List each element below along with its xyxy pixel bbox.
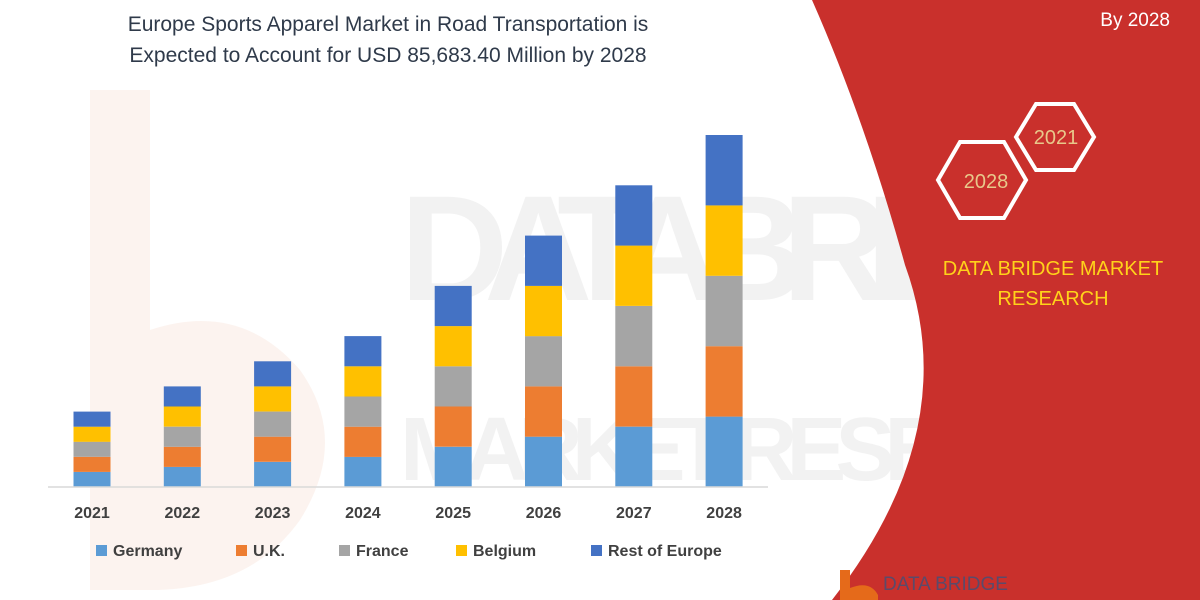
bar-2024-france bbox=[344, 396, 382, 427]
bar-2026-germany bbox=[525, 436, 562, 487]
legend-swatch bbox=[339, 545, 350, 556]
bar-2027-rest-of-europe bbox=[615, 185, 653, 246]
bar-2021-france bbox=[73, 441, 111, 457]
bar-2022-u-k- bbox=[163, 446, 201, 467]
bar-2025-belgium bbox=[434, 326, 472, 367]
legend-label: Rest of Europe bbox=[608, 543, 722, 560]
bar-2023-germany bbox=[254, 461, 292, 487]
hexagon-2028: 2028 bbox=[935, 140, 1029, 220]
legend-swatch bbox=[236, 545, 247, 556]
corner-text: By 2028 bbox=[1100, 10, 1170, 31]
legend-label: U.K. bbox=[253, 543, 285, 560]
legend-label: Germany bbox=[113, 543, 182, 560]
bar-2023-france bbox=[254, 411, 292, 437]
hexagon-2028-label: 2028 bbox=[964, 171, 1009, 193]
bar-2022-germany bbox=[163, 466, 201, 487]
bar-2028-germany bbox=[705, 416, 743, 487]
legend-swatch bbox=[591, 545, 602, 556]
x-tick-label: 2024 bbox=[345, 505, 381, 522]
company-logo: DATA BRIDGE bbox=[840, 570, 1008, 600]
legend: Germany U.K. France Belgium Rest of Europe bbox=[96, 543, 722, 560]
bar-2021-belgium bbox=[73, 426, 111, 442]
bar-2026-france bbox=[525, 336, 562, 387]
hexagon-2021-label: 2021 bbox=[1034, 127, 1079, 149]
bar-plot bbox=[73, 135, 743, 487]
x-tick-label: 2027 bbox=[616, 505, 652, 522]
bar-2027-germany bbox=[615, 426, 653, 487]
bar-2027-u-k- bbox=[615, 366, 653, 427]
bar-2026-belgium bbox=[525, 285, 562, 337]
x-tick-label: 2021 bbox=[74, 505, 110, 522]
legend-label: France bbox=[356, 543, 409, 560]
bar-2025-rest-of-europe bbox=[434, 285, 472, 327]
x-tick-label: 2026 bbox=[526, 505, 562, 522]
legend-swatch bbox=[96, 545, 107, 556]
hexagon-2021: 2021 bbox=[1013, 102, 1097, 172]
logo-text: DATA BRIDGE bbox=[883, 574, 1008, 595]
bar-2024-rest-of-europe bbox=[344, 336, 382, 367]
bar-2022-france bbox=[163, 426, 201, 447]
bar-2027-belgium bbox=[615, 245, 653, 306]
bar-2022-rest-of-europe bbox=[163, 386, 201, 407]
bar-2025-france bbox=[434, 366, 472, 407]
side-panel bbox=[812, 0, 1200, 600]
brand-line-2: RESEARCH bbox=[997, 288, 1108, 310]
bar-2028-rest-of-europe bbox=[705, 135, 743, 206]
brand-line-1: DATA BRIDGE MARKET bbox=[943, 258, 1163, 280]
bar-2028-u-k- bbox=[705, 346, 743, 417]
x-tick-label: 2025 bbox=[435, 505, 471, 522]
bar-2023-belgium bbox=[254, 386, 292, 412]
x-tick-label: 2023 bbox=[255, 505, 291, 522]
bar-2023-rest-of-europe bbox=[254, 361, 292, 387]
legend-swatch bbox=[456, 545, 467, 556]
bar-2026-rest-of-europe bbox=[525, 235, 562, 286]
x-axis-ticks: 2021 2022 2023 2024 2025 2026 2027 2028 bbox=[74, 505, 742, 522]
x-tick-label: 2028 bbox=[706, 505, 742, 522]
bar-2021-rest-of-europe bbox=[73, 411, 111, 427]
bar-2024-germany bbox=[344, 456, 382, 487]
bar-2025-germany bbox=[434, 446, 472, 487]
chart-title-line-2: Expected to Account for USD 85,683.40 Mi… bbox=[129, 44, 646, 67]
bar-2024-u-k- bbox=[344, 426, 382, 457]
bar-2024-belgium bbox=[344, 366, 382, 397]
chart-title-line-1: Europe Sports Apparel Market in Road Tra… bbox=[128, 13, 649, 36]
bar-2027-france bbox=[615, 306, 653, 367]
bar-2021-u-k- bbox=[73, 456, 111, 472]
bar-2028-belgium bbox=[705, 205, 743, 276]
bar-2025-u-k- bbox=[434, 406, 472, 447]
x-tick-label: 2022 bbox=[165, 505, 201, 522]
bar-2026-u-k- bbox=[525, 386, 562, 437]
bar-2028-france bbox=[705, 275, 743, 347]
bar-2023-u-k- bbox=[254, 436, 292, 462]
bar-2021-germany bbox=[73, 471, 111, 487]
legend-label: Belgium bbox=[473, 543, 536, 560]
bar-2022-belgium bbox=[163, 406, 201, 427]
